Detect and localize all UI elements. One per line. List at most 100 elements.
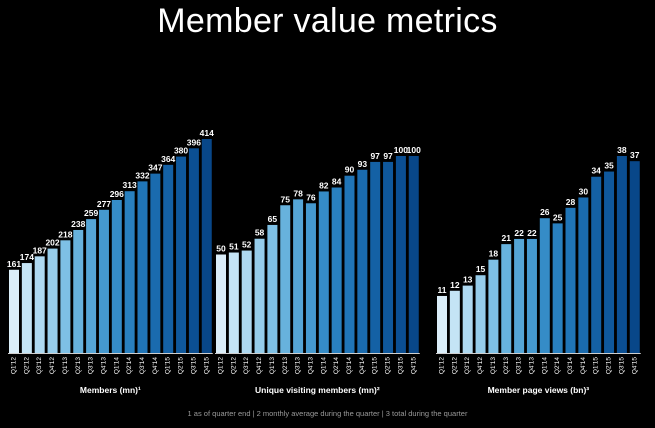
chart-1-tick-label: Q4'12 bbox=[49, 357, 56, 375]
chart-2-tick-label: Q4'12 bbox=[256, 357, 263, 375]
chart-3-bar bbox=[629, 161, 640, 353]
chart-1-bar bbox=[60, 240, 71, 353]
chart-3-data-label: 21 bbox=[502, 233, 512, 243]
chart-2-data-label: 90 bbox=[345, 165, 355, 175]
chart-3-tick-label: Q1'14 bbox=[541, 357, 548, 375]
chart-2-bar bbox=[293, 199, 304, 353]
chart-3-data-label: 13 bbox=[463, 275, 473, 285]
chart-2-tick-label: Q1'12 bbox=[218, 357, 225, 375]
chart-3-data-label: 26 bbox=[540, 207, 550, 217]
chart-2-bar bbox=[395, 156, 406, 353]
chart-3-tick-label: Q4'14 bbox=[580, 357, 587, 375]
chart-1-tick-label: Q1'15 bbox=[165, 357, 172, 375]
chart-2-bar bbox=[383, 161, 394, 353]
chart-1-tick-label: Q4'14 bbox=[152, 357, 159, 375]
chart-1-bar bbox=[9, 269, 19, 353]
chart-1-data-label: 364 bbox=[161, 154, 175, 164]
chart-3-bar bbox=[604, 171, 615, 353]
chart-1-tick-label: Q1'13 bbox=[62, 357, 69, 375]
chart-2-bar bbox=[357, 169, 368, 353]
footnote: 1 as of quarter end | 2 monthly average … bbox=[187, 409, 468, 418]
chart-3-tick-label: Q2'15 bbox=[606, 357, 613, 375]
chart-2-data-label: 75 bbox=[281, 194, 291, 204]
chart-3-tick-label: Q1'12 bbox=[439, 357, 446, 375]
chart-1-tick-label: Q3'14 bbox=[139, 357, 146, 375]
chart-2-data-label: 58 bbox=[255, 228, 265, 238]
chart-3-bar bbox=[616, 156, 627, 353]
chart-2-data-label: 100 bbox=[407, 145, 421, 155]
chart-3-data-label: 30 bbox=[579, 186, 589, 196]
chart-1-data-label: 347 bbox=[148, 163, 162, 173]
chart-3-data-label: 37 bbox=[630, 150, 640, 160]
chart-2-tick-label: Q2'14 bbox=[333, 357, 340, 375]
chart-1-bar bbox=[73, 229, 84, 353]
chart-2-data-label: 78 bbox=[293, 188, 303, 198]
chart-3-tick-label: Q4'12 bbox=[477, 357, 484, 375]
chart-3-bar bbox=[475, 275, 486, 353]
chart-1-tick-label: Q4'15 bbox=[203, 357, 210, 375]
chart-3-data-label: 18 bbox=[489, 249, 499, 259]
chart-2-data-label: 52 bbox=[242, 240, 252, 250]
chart-2-data-label: 97 bbox=[370, 151, 380, 161]
chart-3-bar bbox=[539, 218, 550, 353]
chart-1-tick-label: Q3'12 bbox=[36, 357, 43, 375]
chart-3-bar bbox=[552, 223, 563, 353]
chart-2-tick-label: Q2'13 bbox=[282, 357, 289, 375]
chart-3-tick-label: Q2'12 bbox=[451, 357, 458, 375]
chart-1-data-label: 161 bbox=[7, 259, 21, 269]
chart-3-bar bbox=[488, 259, 499, 353]
chart-3-data-label: 15 bbox=[476, 264, 486, 274]
chart-3-data-label: 22 bbox=[527, 228, 537, 238]
chart-1-data-label: 174 bbox=[20, 252, 34, 262]
chart-1-data-label: 396 bbox=[187, 137, 201, 147]
chart-3-data-label: 28 bbox=[566, 197, 576, 207]
chart-3-data-label: 11 bbox=[438, 285, 447, 295]
chart-3-axis-label: Member page views (bn)³ bbox=[488, 385, 590, 395]
chart-1-bar bbox=[201, 139, 212, 353]
chart-3-bar bbox=[565, 207, 576, 353]
chart-2-tick-label: Q4'13 bbox=[307, 357, 314, 375]
chart-2-data-label: 50 bbox=[216, 244, 226, 254]
chart-3-bar bbox=[462, 285, 473, 353]
chart-3-tick-label: Q3'15 bbox=[618, 357, 625, 375]
chart-1-bar bbox=[111, 199, 122, 353]
chart-3-tick-label: Q4'15 bbox=[631, 357, 638, 375]
chart-2-bar bbox=[408, 156, 419, 353]
chart-1-tick-label: Q2'15 bbox=[178, 357, 185, 375]
chart-2-bar bbox=[267, 224, 278, 353]
chart-1-bar bbox=[86, 219, 97, 353]
chart-2-data-label: 65 bbox=[268, 214, 278, 224]
chart-3-data-label: 25 bbox=[553, 212, 563, 222]
page-title: Member value metrics bbox=[157, 2, 498, 40]
chart-2-data-label: 100 bbox=[394, 145, 408, 155]
chart-2-tick-label: Q1'13 bbox=[269, 357, 276, 375]
chart-3-tick-label: Q3'12 bbox=[464, 357, 471, 375]
chart-3-tick-label: Q1'15 bbox=[593, 357, 600, 375]
chart-3-tick-label: Q3'14 bbox=[567, 357, 574, 375]
chart-2-bar bbox=[331, 187, 342, 353]
chart-2-tick-label: Q3'14 bbox=[346, 357, 353, 375]
chart-3-bar bbox=[501, 244, 512, 353]
chart-2-tick-label: Q2'15 bbox=[385, 357, 392, 375]
chart-1-data-label: 332 bbox=[135, 170, 149, 180]
chart-1-data-label: 380 bbox=[174, 146, 188, 156]
chart-1-data-label: 187 bbox=[33, 245, 47, 255]
chart-3-bar bbox=[514, 238, 525, 353]
chart-2-tick-label: Q2'12 bbox=[230, 357, 237, 375]
chart-1-bar bbox=[34, 256, 45, 353]
chart-3-bar bbox=[449, 290, 460, 353]
chart-1-data-label: 259 bbox=[84, 208, 98, 218]
chart-1-tick-label: Q2'14 bbox=[126, 357, 133, 375]
chart-1-bar bbox=[124, 191, 135, 353]
chart-3-data-label: 35 bbox=[604, 161, 614, 171]
chart-3-tick-label: Q2'14 bbox=[554, 357, 561, 375]
chart-2-data-label: 76 bbox=[306, 192, 316, 202]
chart-1-tick-label: Q4'13 bbox=[100, 357, 107, 375]
chart-2-bar bbox=[344, 175, 355, 353]
chart-1-data-label: 313 bbox=[123, 180, 137, 190]
chart-1-data-label: 218 bbox=[58, 229, 72, 239]
chart-2-tick-label: Q3'15 bbox=[397, 357, 404, 375]
chart-1-data-label: 414 bbox=[200, 128, 214, 138]
chart-1-data-label: 296 bbox=[110, 189, 124, 199]
